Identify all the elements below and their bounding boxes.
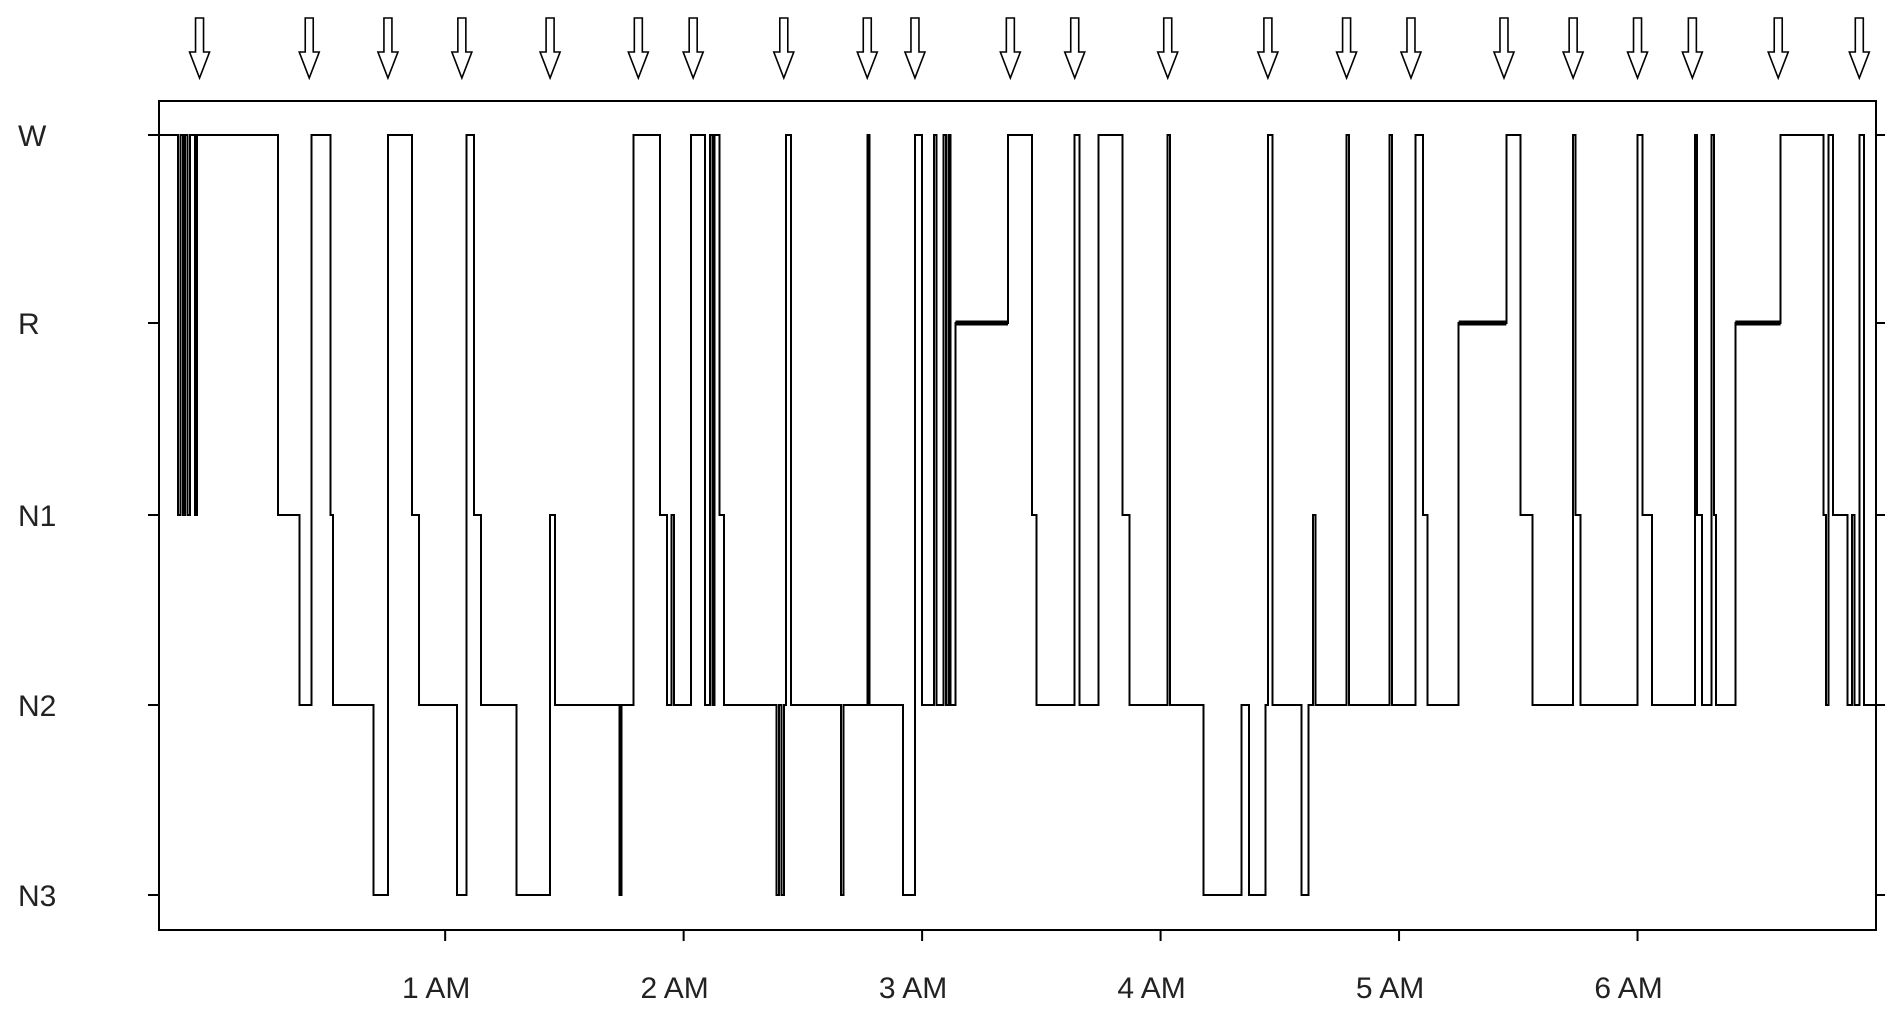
down-arrow-icon — [627, 17, 650, 81]
x-axis: 1 AM 2 AM 3 AM 4 AM 5 AM 6 AM — [402, 930, 1663, 1005]
stage-label-n2: N2 — [18, 690, 56, 723]
down-arrow-icon — [1399, 17, 1423, 81]
down-arrow-icon — [538, 17, 562, 81]
down-arrow-icon — [903, 17, 927, 81]
down-arrow-icon — [999, 17, 1022, 81]
y-axis: W R N1 N2 N3 — [18, 120, 1885, 913]
down-arrow-icon — [856, 17, 879, 81]
down-arrow-icon — [682, 17, 705, 81]
down-arrow-icon — [1156, 17, 1179, 81]
down-arrow-icon — [1681, 17, 1704, 81]
down-arrow-icon — [1561, 17, 1585, 81]
time-label: 6 AM — [1594, 972, 1662, 1005]
stage-label-w: W — [18, 120, 47, 153]
stage-label-n1: N1 — [18, 500, 56, 533]
down-arrow-icon — [298, 17, 321, 81]
time-label: 3 AM — [879, 972, 947, 1005]
stage-label-r: R — [18, 308, 40, 341]
time-label: 1 AM — [402, 972, 470, 1005]
down-arrow-icon — [1626, 17, 1649, 81]
down-arrow-icon — [1335, 17, 1358, 81]
down-arrow-icon — [1492, 17, 1516, 81]
down-arrow-icon — [450, 17, 474, 81]
hypnogram-trace — [159, 134, 1876, 896]
down-arrow-icon — [1256, 17, 1280, 81]
time-label: 4 AM — [1117, 972, 1185, 1005]
event-markers — [188, 17, 1871, 81]
down-arrow-icon — [1848, 17, 1871, 81]
time-label: 2 AM — [640, 972, 708, 1005]
down-arrow-icon — [772, 17, 795, 81]
stage-label-n3: N3 — [18, 880, 56, 913]
down-arrow-icon — [188, 17, 211, 81]
down-arrow-icon — [1767, 17, 1790, 81]
time-label: 5 AM — [1356, 972, 1424, 1005]
down-arrow-icon — [376, 17, 400, 81]
down-arrow-icon — [1063, 17, 1086, 81]
